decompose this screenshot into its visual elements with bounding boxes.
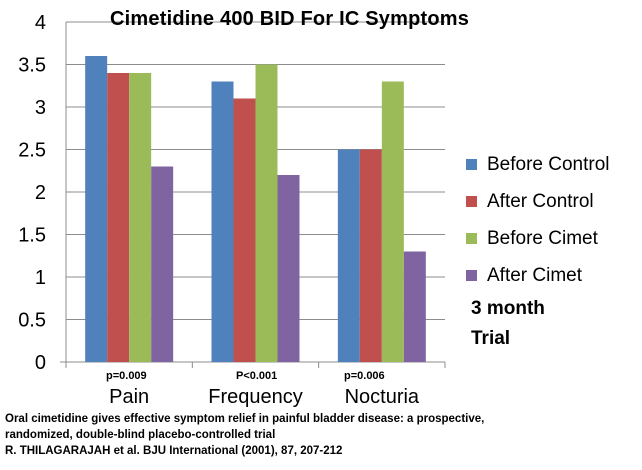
p-value-nocturia: p=0.006: [344, 370, 385, 382]
trial-note-line1: 3 month: [471, 298, 545, 319]
y-tick-label: 3.5: [18, 55, 46, 77]
citation-line1: Oral cimetidine gives effective symptom …: [5, 413, 485, 425]
legend-swatch: [466, 233, 477, 244]
bar-before-control-frequency: [211, 81, 234, 362]
p-value-pain: p=0.009: [106, 370, 147, 382]
legend: Before Control After Control Before Cime…: [466, 146, 610, 294]
y-tick-label: 1: [35, 267, 46, 289]
y-tick-label: 2.5: [18, 140, 46, 162]
citation: Oral cimetidine gives effective symptom …: [5, 411, 484, 459]
legend-item: Before Cimet: [466, 220, 610, 257]
bar-before-cimet-nocturia: [381, 81, 404, 362]
legend-swatch: [466, 270, 477, 281]
y-tick-label: 3: [35, 97, 46, 119]
bar-before-cimet-frequency: [255, 64, 278, 362]
y-tick-label: 1.5: [18, 225, 46, 247]
legend-swatch: [466, 159, 477, 170]
legend-swatch: [466, 196, 477, 207]
y-tick-label: 4: [35, 12, 46, 34]
x-category-label: Nocturia: [345, 386, 420, 408]
bar-after-control-frequency: [233, 98, 256, 362]
legend-label: After Control: [487, 190, 594, 212]
bar-after-cimet-nocturia: [403, 251, 426, 362]
legend-label: Before Cimet: [487, 227, 598, 249]
x-category-label: Frequency: [208, 386, 303, 408]
legend-item: After Cimet: [466, 257, 610, 294]
trial-note: 3 month Trial: [471, 294, 545, 354]
chart-title: Cimetidine 400 BID For IC Symptoms: [110, 8, 470, 30]
y-tick-label: 0: [35, 352, 46, 374]
citation-line2: randomized, double-blind placebo-control…: [5, 429, 276, 441]
bar-before-control-pain: [85, 56, 108, 362]
bar-after-cimet-pain: [151, 166, 174, 362]
trial-note-line2: Trial: [471, 328, 511, 349]
citation-line3: R. THILAGARAJAH et al. BJU International…: [5, 445, 343, 457]
bar-before-control-nocturia: [337, 149, 360, 362]
legend-label: Before Control: [487, 153, 610, 175]
y-tick-label: 0.5: [18, 310, 46, 332]
bar-after-control-pain: [107, 73, 130, 362]
p-value-frequency: P<0.001: [236, 370, 278, 382]
y-tick-label: 2: [35, 182, 46, 204]
legend-label: After Cimet: [487, 264, 583, 286]
legend-item: Before Control: [466, 146, 610, 183]
legend-item: After Control: [466, 183, 610, 220]
bar-before-cimet-pain: [129, 73, 152, 362]
bar-after-control-nocturia: [359, 149, 382, 362]
bar-after-cimet-frequency: [277, 175, 300, 362]
x-category-label: Pain: [109, 386, 149, 408]
